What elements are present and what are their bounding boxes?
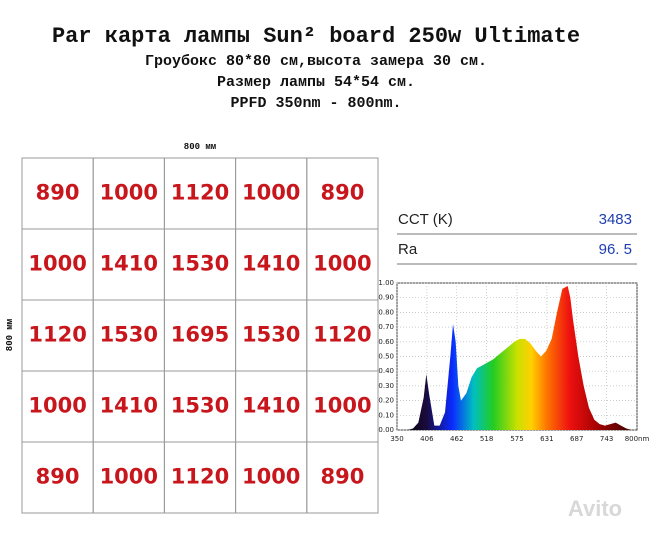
x-tick-label: 518 bbox=[480, 435, 493, 443]
par-grid: 890 1000 1120 1000 890 1000 1410 1530 1410 1000 11… bbox=[21, 157, 379, 514]
ppfd-value: 1000 bbox=[313, 252, 371, 276]
y-tick-label: 0.10 bbox=[378, 411, 394, 419]
ppfd-value: 1120 bbox=[171, 465, 229, 489]
side-label: 800 мм bbox=[5, 319, 15, 351]
ppfd-value: 1695 bbox=[171, 323, 229, 347]
subtitle: Размер лампы 54*54 см. bbox=[217, 74, 415, 91]
top-label: 800 мм bbox=[184, 142, 216, 152]
x-tick-label: 743 bbox=[600, 435, 613, 443]
meter-label: Ra bbox=[398, 241, 418, 258]
ppfd-value: 1530 bbox=[171, 252, 229, 276]
x-tick-label: 687 bbox=[570, 435, 583, 443]
meter-label: CCT (K) bbox=[398, 211, 453, 228]
y-tick-label: 0.30 bbox=[378, 382, 394, 390]
ppfd-value: 1000 bbox=[28, 394, 86, 418]
ppfd-value: 1000 bbox=[100, 465, 158, 489]
ppfd-value: 1000 bbox=[313, 394, 371, 418]
y-tick-label: 0.70 bbox=[378, 323, 394, 331]
y-tick-label: 0.20 bbox=[378, 397, 394, 405]
ppfd-value: 1410 bbox=[242, 394, 300, 418]
y-tick-label: 0.50 bbox=[378, 353, 394, 361]
subtitle: Гроубокс 80*80 см,высота замера 30 см. bbox=[145, 53, 487, 70]
ppfd-value: 1410 bbox=[100, 394, 158, 418]
ppfd-value: 1000 bbox=[100, 181, 158, 205]
grid-cell bbox=[306, 441, 379, 514]
y-tick-label: 0.40 bbox=[378, 367, 394, 375]
ppfd-value: 1120 bbox=[313, 323, 371, 347]
x-tick-label: 575 bbox=[510, 435, 523, 443]
ppfd-value: 890 bbox=[320, 181, 364, 205]
ppfd-value: 1530 bbox=[242, 323, 300, 347]
y-tick-label: 0.60 bbox=[378, 338, 394, 346]
y-tick-label: 1.00 bbox=[378, 279, 394, 287]
meter-panel: CCT (K) 3483 Ra 96. 5 bbox=[397, 211, 637, 265]
x-tick-label: 631 bbox=[540, 435, 553, 443]
y-tick-label: 0.80 bbox=[378, 308, 394, 316]
ppfd-value: 1120 bbox=[28, 323, 86, 347]
title: Par карта лампы Sun² board 250w Ultimate bbox=[52, 24, 580, 49]
ppfd-value: 1530 bbox=[100, 323, 158, 347]
ppfd-value: 1410 bbox=[242, 252, 300, 276]
ppfd-value: 1530 bbox=[171, 394, 229, 418]
x-tick-label: 406 bbox=[420, 435, 434, 443]
ppfd-value: 1410 bbox=[100, 252, 158, 276]
ppfd-value: 890 bbox=[36, 465, 80, 489]
ppfd-value: 1000 bbox=[28, 252, 86, 276]
watermark: Avito bbox=[568, 496, 622, 521]
y-tick-label: 0.90 bbox=[378, 294, 394, 302]
meter-value: 3483 bbox=[599, 211, 632, 228]
ppfd-value: 890 bbox=[320, 465, 364, 489]
spectrum-area bbox=[397, 285, 637, 430]
ppfd-value: 1000 bbox=[242, 181, 300, 205]
ppfd-value: 1120 bbox=[171, 181, 229, 205]
ppfd-value: 890 bbox=[36, 181, 80, 205]
spectrum-chart: 0.00 0.10 0.20 0.30 0.40 0.50 0.60 0.70 0.80 0.90… bbox=[378, 279, 649, 443]
meter-value: 96. 5 bbox=[599, 241, 632, 258]
subtitle: PPFD 350nm - 800nm. bbox=[230, 95, 401, 112]
x-tick-label: 350 bbox=[390, 435, 403, 443]
y-tick-label: 0.00 bbox=[378, 426, 394, 434]
x-tick-label: 462 bbox=[450, 435, 463, 443]
x-tick-label: 800nm bbox=[625, 435, 650, 443]
ppfd-value: 1000 bbox=[242, 465, 300, 489]
